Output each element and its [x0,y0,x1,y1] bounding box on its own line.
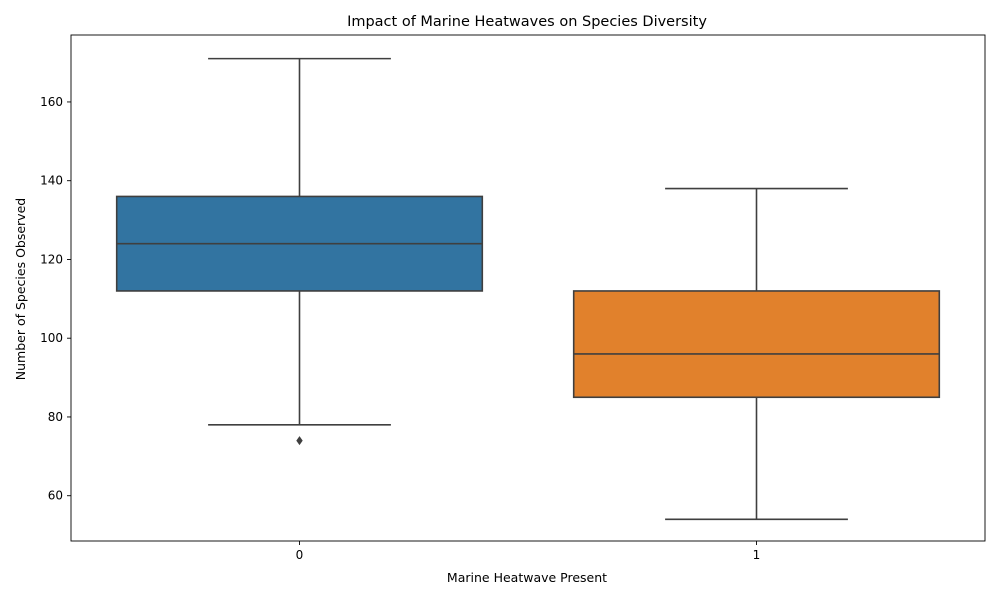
y-tick-label: 60 [48,489,63,503]
box-group-0 [115,57,484,446]
y-axis-label: Number of Species Observed [13,198,28,380]
outlier-point [296,436,303,446]
y-tick-label: 80 [48,410,63,424]
axes: 60 80 100 120 140 160 0 1 [40,34,986,562]
x-tick-label: 1 [753,548,761,562]
plot-frame [70,34,986,542]
x-axis-label: Marine Heatwave Present [447,570,607,585]
y-tick-label: 140 [40,174,63,188]
box-iqr [572,290,941,399]
y-tick-label: 100 [40,331,63,345]
chart-title: Impact of Marine Heatwaves on Species Di… [347,14,707,30]
y-tick-label: 120 [40,252,63,266]
plot-area [115,57,941,521]
y-tick-label: 160 [40,95,63,109]
box-group-1 [572,187,941,521]
x-tick-label: 0 [296,548,304,562]
